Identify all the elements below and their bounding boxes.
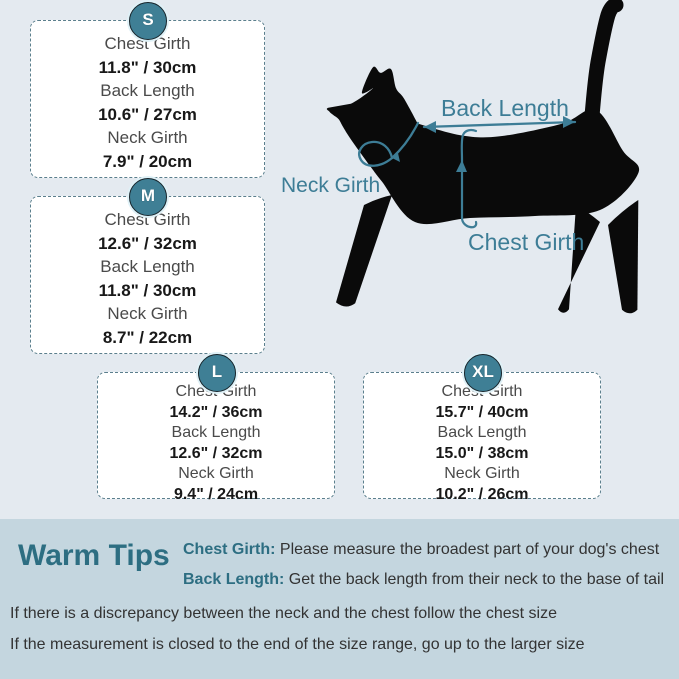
- svg-text:Chest Girth: Chest Girth: [468, 229, 584, 255]
- svg-text:Neck Girth: Neck Girth: [281, 174, 380, 197]
- svg-text:Back Length: Back Length: [441, 95, 569, 121]
